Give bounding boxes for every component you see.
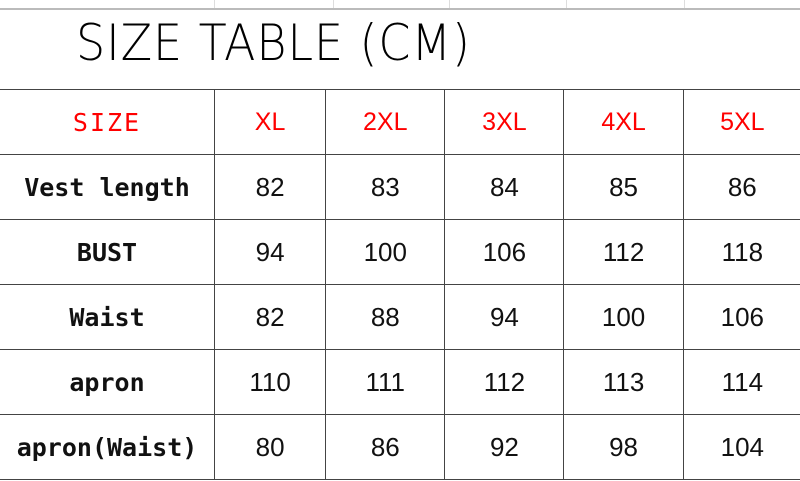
table-cell: 94 (213, 219, 327, 285)
header-size-label: SIZE (0, 89, 215, 155)
header-row: SIZE XL 2XL 3XL 4XL 5XL (0, 89, 800, 155)
table-cell: 111 (325, 349, 446, 415)
divider (449, 0, 450, 8)
table-cell: 118 (682, 219, 800, 285)
divider (566, 0, 567, 8)
table-row: Waist 82 88 94 100 106 (0, 284, 800, 350)
size-table: SIZE XL 2XL 3XL 4XL 5XL Vest length 82 83 84 85 86 B… (0, 89, 800, 480)
row-label: apron(Waist) (0, 414, 215, 480)
header-size-2xl: 2XL (325, 89, 446, 155)
row-label: apron (0, 349, 215, 415)
table-cell: 114 (682, 349, 800, 415)
table-cell: 106 (682, 284, 800, 350)
table-cell: 82 (213, 284, 327, 350)
table-cell: 86 (682, 154, 800, 220)
divider (333, 0, 334, 8)
divider (214, 0, 215, 8)
table-cell: 84 (444, 154, 565, 220)
header-size-xl: XL (213, 89, 327, 155)
table-cell: 106 (444, 219, 565, 285)
table-cell: 112 (563, 219, 684, 285)
page-title: SIZE TABLE (CM) (76, 14, 471, 72)
table-cell: 83 (325, 154, 446, 220)
table-cell: 92 (444, 414, 565, 480)
table-cell: 113 (563, 349, 684, 415)
table-cell: 100 (325, 219, 446, 285)
table-row: BUST 94 100 106 112 118 (0, 219, 800, 285)
header-size-3xl: 3XL (444, 89, 565, 155)
header-size-5xl: 5XL (682, 89, 800, 155)
top-border (0, 8, 800, 10)
row-label: BUST (0, 219, 215, 285)
divider (684, 0, 685, 8)
row-label: Waist (0, 284, 215, 350)
table-cell: 85 (563, 154, 684, 220)
table-cell: 82 (213, 154, 327, 220)
header-size-4xl: 4XL (563, 89, 684, 155)
table-cell: 110 (213, 349, 327, 415)
table-cell: 112 (444, 349, 565, 415)
row-label: Vest length (0, 154, 215, 220)
table-cell: 94 (444, 284, 565, 350)
table-cell: 80 (213, 414, 327, 480)
table-cell: 88 (325, 284, 446, 350)
table-cell: 104 (682, 414, 800, 480)
table-cell: 86 (325, 414, 446, 480)
table-row: Vest length 82 83 84 85 86 (0, 154, 800, 220)
table-row: apron(Waist) 80 86 92 98 104 (0, 414, 800, 480)
table-cell: 100 (563, 284, 684, 350)
table-row: apron 110 111 112 113 114 (0, 349, 800, 415)
table-cell: 98 (563, 414, 684, 480)
